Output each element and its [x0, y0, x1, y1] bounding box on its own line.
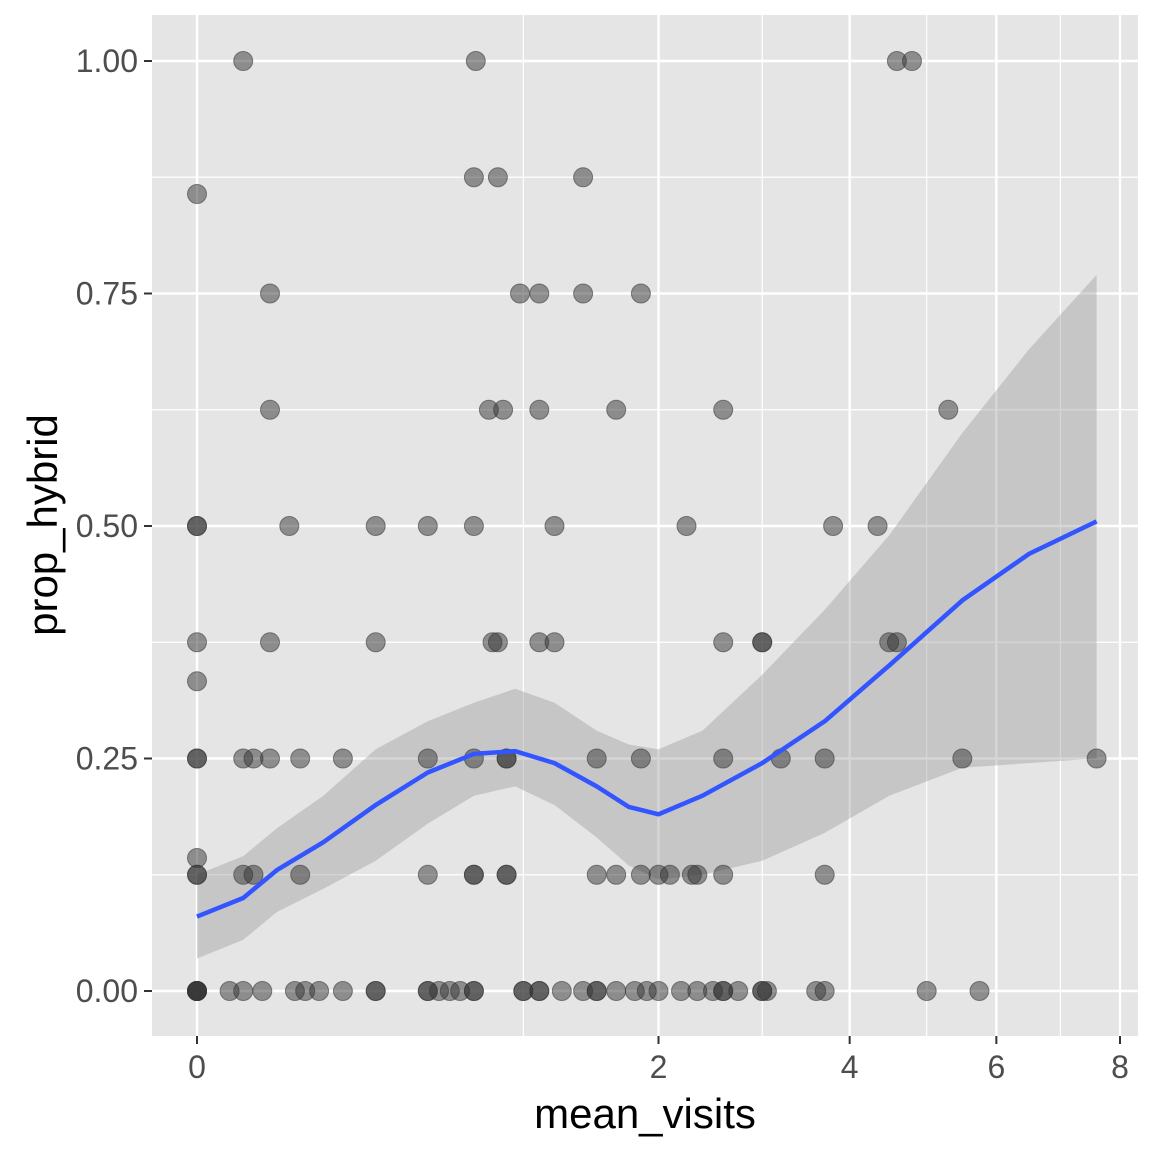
data-point: [952, 748, 973, 769]
data-point: [187, 516, 207, 536]
data-point: [586, 748, 607, 769]
data-point: [290, 748, 311, 769]
data-point: [463, 864, 484, 885]
data-point: [938, 399, 959, 420]
data-point: [260, 632, 280, 653]
confidence-ribbon: [197, 274, 1097, 959]
data-point: [187, 632, 207, 653]
data-point: [187, 671, 207, 692]
data-point: [187, 184, 207, 204]
data-point: [814, 748, 835, 769]
data-point: [463, 167, 484, 188]
data-point: [676, 516, 697, 536]
data-point: [279, 516, 300, 536]
data-point: [529, 399, 550, 420]
data-point: [544, 516, 565, 536]
data-point: [233, 981, 254, 1001]
data-point: [187, 864, 207, 885]
data-point: [551, 981, 572, 1001]
data-point: [916, 981, 937, 1001]
data-point: [606, 981, 627, 1001]
x-tick-label: 6: [987, 1049, 1005, 1085]
data-point: [648, 981, 669, 1001]
data-point: [290, 864, 311, 885]
x-axis-title: mean_visits: [534, 1090, 756, 1137]
y-axis-title: prop_hybrid: [19, 414, 66, 636]
data-point: [510, 283, 530, 304]
y-tick-label: 1.00: [76, 43, 138, 79]
data-point: [886, 632, 907, 653]
data-point: [713, 632, 734, 653]
data-point: [365, 516, 386, 536]
data-point: [463, 516, 484, 536]
x-tick-label: 4: [841, 1049, 859, 1085]
data-point: [586, 981, 607, 1001]
data-point: [606, 864, 627, 885]
data-point: [260, 283, 280, 304]
data-point: [1086, 748, 1107, 769]
data-point: [713, 864, 734, 885]
data-point: [187, 848, 207, 868]
data-point: [902, 51, 922, 71]
data-point: [529, 981, 550, 1001]
data-point: [529, 283, 550, 304]
y-tick-label: 0.00: [76, 973, 138, 1009]
data-point: [252, 981, 273, 1001]
x-tick-label: 0: [188, 1049, 206, 1085]
data-point: [573, 283, 594, 304]
data-point: [417, 864, 438, 885]
data-point: [365, 632, 386, 653]
data-point: [487, 167, 508, 188]
x-axis: 0 2 4 6 8: [188, 1036, 1129, 1085]
points-layer: [187, 51, 1107, 1001]
data-point: [728, 981, 749, 1001]
data-point: [463, 981, 484, 1001]
data-point: [365, 981, 386, 1001]
data-point: [867, 516, 888, 536]
y-tick-label: 0.75: [76, 276, 138, 312]
data-point: [496, 864, 517, 885]
data-point: [687, 864, 708, 885]
data-point: [756, 981, 777, 1001]
data-point: [586, 864, 607, 885]
data-point: [417, 748, 438, 769]
smooth-line: [196, 519, 1098, 919]
data-point: [573, 167, 594, 188]
data-point: [606, 399, 627, 420]
smooth-line-layer: [196, 519, 1098, 919]
y-tick-label: 0.25: [76, 741, 138, 777]
data-point: [493, 399, 514, 420]
x-tick-label: 2: [650, 1049, 668, 1085]
data-point: [233, 51, 254, 71]
data-point: [814, 981, 835, 1001]
data-point: [752, 632, 773, 653]
confidence-ribbon-layer: [197, 274, 1097, 959]
data-point: [187, 748, 207, 769]
data-point: [630, 748, 651, 769]
data-point: [659, 864, 680, 885]
y-tick-label: 0.50: [76, 508, 138, 544]
data-point: [332, 748, 353, 769]
data-point: [969, 981, 990, 1001]
data-point: [823, 516, 844, 536]
data-point: [487, 632, 508, 653]
data-point: [260, 748, 280, 769]
data-point: [630, 283, 651, 304]
data-point: [332, 981, 353, 1001]
data-point: [630, 864, 651, 885]
data-point: [544, 632, 565, 653]
data-point: [243, 864, 264, 885]
data-point: [309, 981, 330, 1001]
data-point: [713, 399, 734, 420]
data-point: [465, 51, 486, 71]
data-point: [187, 981, 207, 1001]
y-axis: 0.00 0.25 0.50 0.75 1.00: [76, 43, 152, 1009]
data-point: [713, 748, 734, 769]
data-point: [417, 516, 438, 536]
data-point: [260, 399, 280, 420]
x-tick-label: 8: [1111, 1049, 1129, 1085]
data-point: [814, 864, 835, 885]
